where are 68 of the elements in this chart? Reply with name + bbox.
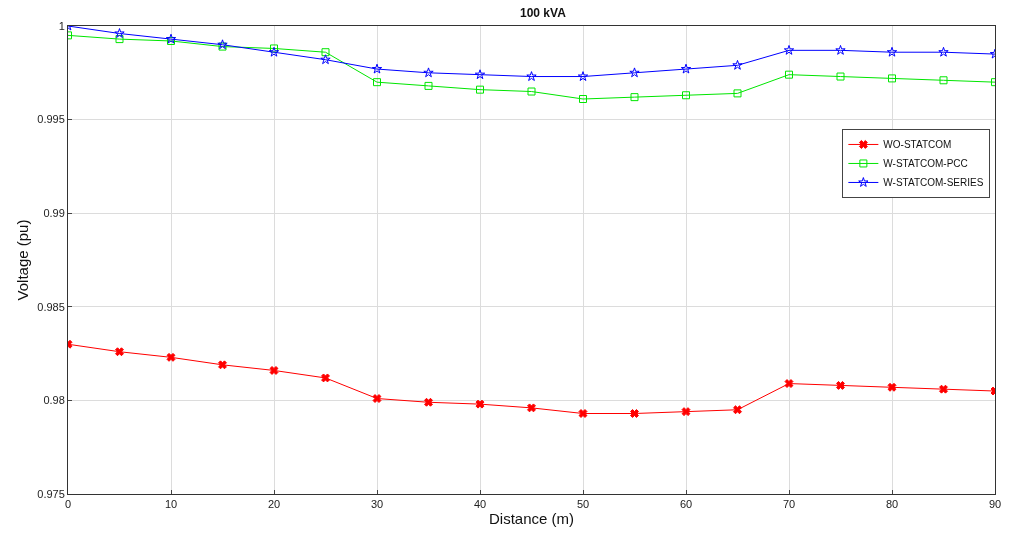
point (732, 59, 743, 70)
point (733, 405, 742, 415)
chart-title: 100 kVA (520, 5, 567, 20)
point (577, 71, 589, 81)
point (268, 46, 280, 57)
x-tick-label: 70 (782, 498, 796, 511)
point (527, 403, 536, 413)
point (474, 69, 486, 80)
y-tick-label: 0.99 (43, 207, 65, 220)
x-tick-label: 30 (370, 498, 384, 511)
point (526, 71, 537, 81)
x-tick-label: 50 (576, 498, 590, 511)
point (424, 397, 433, 407)
legend-label: W-STATCOM-PCC (883, 158, 968, 170)
point (218, 360, 227, 370)
point (578, 409, 588, 418)
point (475, 399, 485, 409)
legend-label: W-STATCOM-SERIES (883, 177, 984, 189)
x-tick-label: 10 (164, 498, 178, 511)
point (630, 409, 639, 418)
legend-label: WO-STATCOM (883, 139, 952, 151)
point (680, 63, 692, 74)
x-tick-label: 80 (885, 498, 899, 511)
point (939, 76, 948, 85)
point (373, 78, 381, 87)
x-tick-label: 20 (267, 498, 281, 511)
point (939, 384, 948, 394)
point (476, 85, 484, 94)
point (733, 89, 742, 98)
point (681, 407, 691, 417)
point (424, 81, 433, 90)
point (115, 35, 124, 44)
point (888, 74, 896, 83)
point (321, 373, 330, 383)
point (629, 67, 640, 78)
point (938, 46, 949, 57)
point (371, 63, 383, 74)
y-tick-label: 0.975 (37, 487, 65, 500)
point (630, 93, 639, 102)
point (886, 46, 898, 57)
x-tick-label: 0 (64, 498, 72, 511)
point (115, 347, 124, 357)
point (784, 379, 794, 389)
y-tick-label: 0.98 (43, 394, 65, 407)
x-tick-label: 40 (473, 498, 487, 511)
point (887, 382, 897, 392)
point (270, 44, 278, 53)
point (320, 54, 331, 65)
y-axis-title: Voltage (pu) (14, 219, 31, 301)
x-tick-label: 60 (679, 498, 693, 511)
point (682, 91, 690, 100)
point (836, 72, 845, 81)
y-tick-label: 0.985 (37, 300, 65, 313)
point (527, 87, 536, 96)
x-axis-title: Distance (m) (488, 510, 575, 528)
point (423, 67, 434, 78)
point (836, 380, 845, 390)
point (269, 365, 279, 375)
y-tick-label: 1 (58, 19, 65, 32)
point (785, 70, 793, 79)
point (166, 352, 176, 362)
point (372, 394, 382, 403)
point (114, 28, 125, 38)
point (783, 44, 795, 55)
x-tick-label: 90 (988, 498, 1002, 511)
y-tick-label: 0.995 (37, 113, 65, 126)
point (835, 44, 846, 55)
point (321, 48, 330, 57)
